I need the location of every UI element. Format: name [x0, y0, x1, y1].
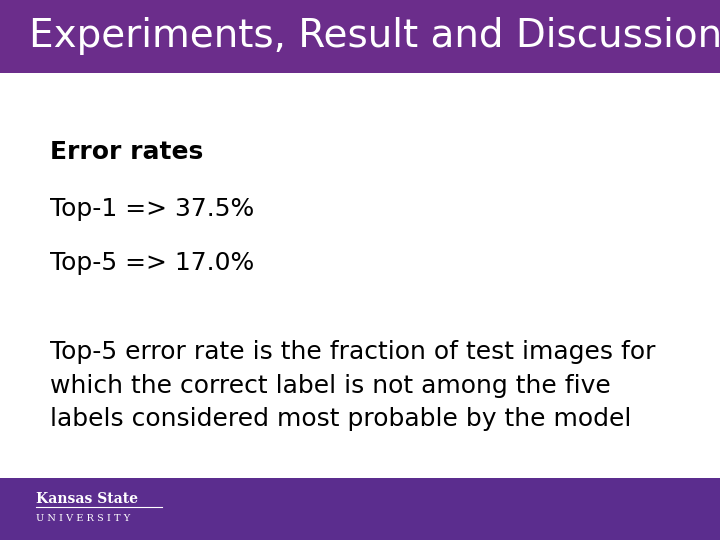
Text: Error rates: Error rates — [50, 140, 204, 164]
Text: Kansas State: Kansas State — [36, 492, 138, 506]
Text: U N I V E R S I T Y: U N I V E R S I T Y — [36, 514, 130, 523]
Text: Experiments, Result and Discussion: Experiments, Result and Discussion — [29, 17, 720, 56]
Text: Top-5 error rate is the fraction of test images for
which the correct label is n: Top-5 error rate is the fraction of test… — [50, 340, 656, 431]
Text: Top-1 => 37.5%: Top-1 => 37.5% — [50, 197, 255, 221]
Text: Top-5 => 17.0%: Top-5 => 17.0% — [50, 251, 255, 275]
FancyBboxPatch shape — [0, 0, 720, 73]
FancyBboxPatch shape — [0, 478, 720, 540]
